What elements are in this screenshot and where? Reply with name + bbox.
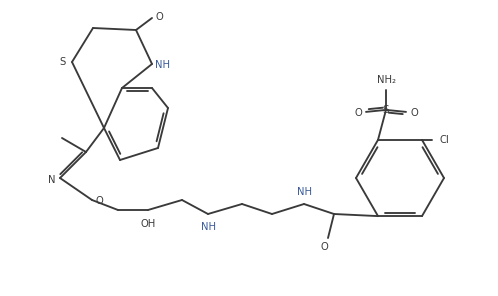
Text: S: S: [60, 57, 66, 67]
Text: Cl: Cl: [439, 135, 449, 145]
Text: NH: NH: [202, 222, 217, 232]
Text: O: O: [155, 12, 163, 22]
Text: NH₂: NH₂: [376, 75, 395, 85]
Text: NH: NH: [297, 187, 313, 197]
Text: O: O: [95, 196, 103, 206]
Text: O: O: [354, 108, 362, 118]
Text: N: N: [48, 175, 56, 185]
Text: OH: OH: [140, 219, 155, 229]
Text: NH: NH: [154, 60, 169, 70]
Text: S: S: [382, 105, 389, 115]
Text: O: O: [410, 108, 418, 118]
Text: O: O: [320, 242, 328, 252]
